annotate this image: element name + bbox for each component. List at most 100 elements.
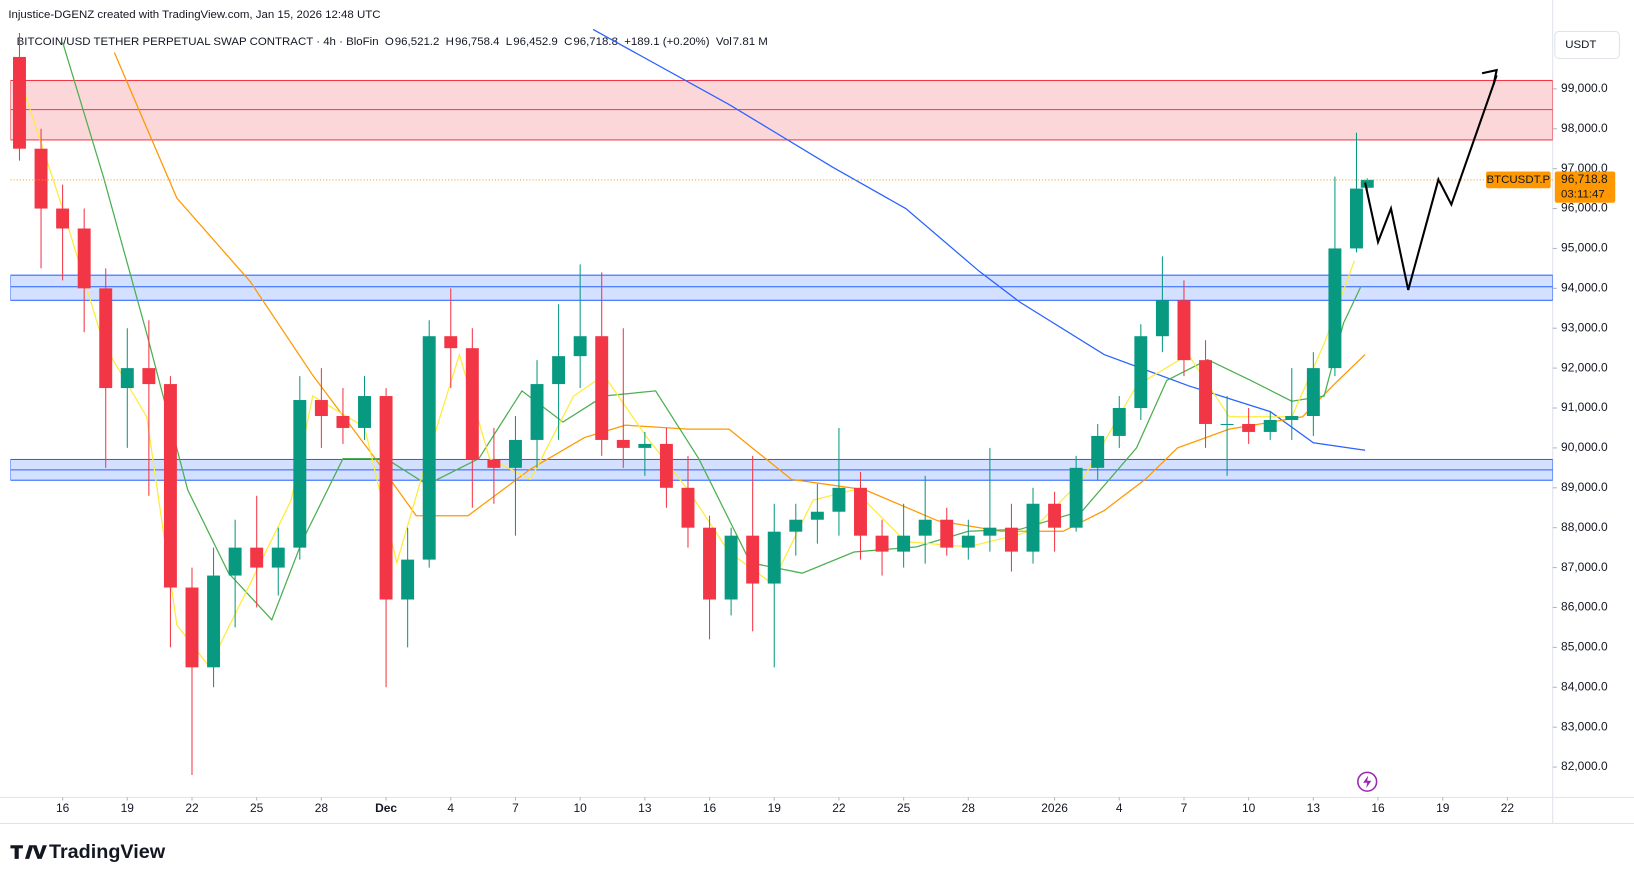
zone: [10, 79, 1553, 141]
candle-body: [13, 56, 26, 149]
symbol-title: BITCOIN/USD TETHER PERPETUAL SWAP CONTRA…: [17, 36, 379, 48]
candle-body: [1242, 423, 1256, 432]
candle-body: [1199, 360, 1212, 424]
x-tick-label: 16: [56, 801, 70, 815]
candle-body: [832, 487, 846, 512]
y-tick-label: 97,000.0: [1561, 161, 1608, 175]
candle-body: [444, 336, 458, 349]
x-tick-label: 19: [121, 801, 135, 815]
y-tick-label: 90,000.0: [1561, 440, 1608, 454]
x-tick-label: 13: [1307, 801, 1321, 815]
y-tick-label: 82,000.0: [1561, 759, 1608, 773]
candle-body: [1155, 300, 1169, 337]
candle-body: [120, 368, 134, 389]
candle-body: [638, 443, 652, 448]
candle-body: [250, 547, 264, 568]
credit: Injustice-DGENZ created with TradingView…: [8, 9, 380, 21]
x-tick-label: 7: [1181, 801, 1188, 815]
y-tick-label: 87,000.0: [1561, 560, 1608, 574]
candle-body: [897, 535, 911, 552]
x-tick-label: 7: [512, 801, 519, 815]
projection-arrowhead: [1481, 68, 1499, 85]
candle-body: [854, 487, 867, 536]
symbol-tag: [1486, 171, 1551, 189]
candle-body: [1177, 300, 1191, 361]
candle-body: [185, 587, 199, 668]
candle-body: [228, 547, 242, 576]
candle-body: [724, 535, 738, 600]
candle-body: [465, 348, 479, 460]
candle-body: [1306, 368, 1320, 416]
candle-body: [271, 547, 285, 568]
x-tick-label: 4: [447, 801, 454, 815]
y-tick-label: 84,000.0: [1561, 679, 1608, 693]
y-tick-label: 91,000.0: [1561, 400, 1608, 414]
candle-body: [1004, 527, 1018, 552]
candle-body: [34, 148, 48, 209]
candle-body: [508, 439, 522, 468]
legend-value: 96,758.4: [455, 36, 500, 48]
x-tick-label: Dec: [375, 801, 397, 815]
candle-body: [983, 527, 997, 536]
candle-body: [1091, 435, 1105, 468]
x-tick-label: 22: [185, 801, 199, 815]
currency: USDT: [1565, 39, 1596, 51]
candle-body: [595, 336, 609, 440]
legend-value: 7.81 M: [733, 36, 768, 48]
candle-body: [422, 336, 436, 560]
moving-average: [113, 52, 1366, 532]
candle-body: [1263, 419, 1277, 432]
y-tick-label: 85,000.0: [1561, 640, 1608, 654]
candle-body: [1134, 336, 1148, 409]
y-tick-label: 93,000.0: [1561, 320, 1608, 334]
y-tick-label: 86,000.0: [1561, 600, 1608, 614]
candle-body: [1360, 179, 1374, 188]
candle-body: [810, 511, 824, 520]
y-tick-label: 88,000.0: [1561, 520, 1608, 534]
candle-body: [293, 400, 307, 548]
currency-button[interactable]: [1554, 30, 1620, 60]
moving-average: [62, 42, 1362, 622]
candle-body: [659, 443, 673, 488]
legend-key: H: [446, 36, 454, 48]
candle-body: [875, 535, 889, 552]
candle-body: [1048, 503, 1062, 528]
candle-body: [56, 208, 70, 229]
price-tag: [1554, 171, 1616, 203]
candle-body: [573, 336, 587, 357]
candle-body: [99, 288, 113, 389]
candle-body: [552, 356, 566, 385]
tv-logo: TradingView: [10, 841, 166, 863]
candle-body: [401, 559, 415, 600]
x-tick-label: 10: [573, 801, 587, 815]
alert-icon[interactable]: [1357, 771, 1378, 792]
candle-body: [1069, 467, 1083, 528]
candle-body: [1026, 503, 1040, 552]
x-tick-label: 25: [897, 801, 911, 815]
y-tick-label: 95,000.0: [1561, 241, 1608, 255]
candle-body: [163, 384, 177, 588]
candle-body: [767, 531, 781, 584]
ohlc-legend: O 96,521.2 H 96,758.4 L 96,452.9 C 96,718.8 +189…: [385, 36, 768, 48]
x-tick-label: 22: [1501, 801, 1515, 815]
y-tick-label: 89,000.0: [1561, 480, 1608, 494]
candle-body: [1350, 188, 1363, 249]
x-tick-label: 22: [832, 801, 846, 815]
candle-body: [1328, 248, 1342, 369]
candle-body: [746, 535, 760, 584]
candle-body: [314, 400, 328, 416]
projection-path: [1364, 74, 1498, 291]
candle-body: [1220, 423, 1234, 426]
x-tick-label: 10: [1242, 801, 1256, 815]
x-tick-label: 2026: [1041, 801, 1068, 815]
y-tick-label: 99,000.0: [1561, 81, 1608, 95]
candle-body: [616, 439, 630, 448]
legend-key: C: [564, 36, 572, 48]
countdown: 03:11:47: [1561, 188, 1605, 200]
symbol-tag-label: BTCUSDT.P: [1487, 174, 1551, 186]
legend-value: 96,521.2: [395, 36, 440, 48]
candle-body: [703, 527, 717, 600]
x-tick-label: 19: [768, 801, 782, 815]
